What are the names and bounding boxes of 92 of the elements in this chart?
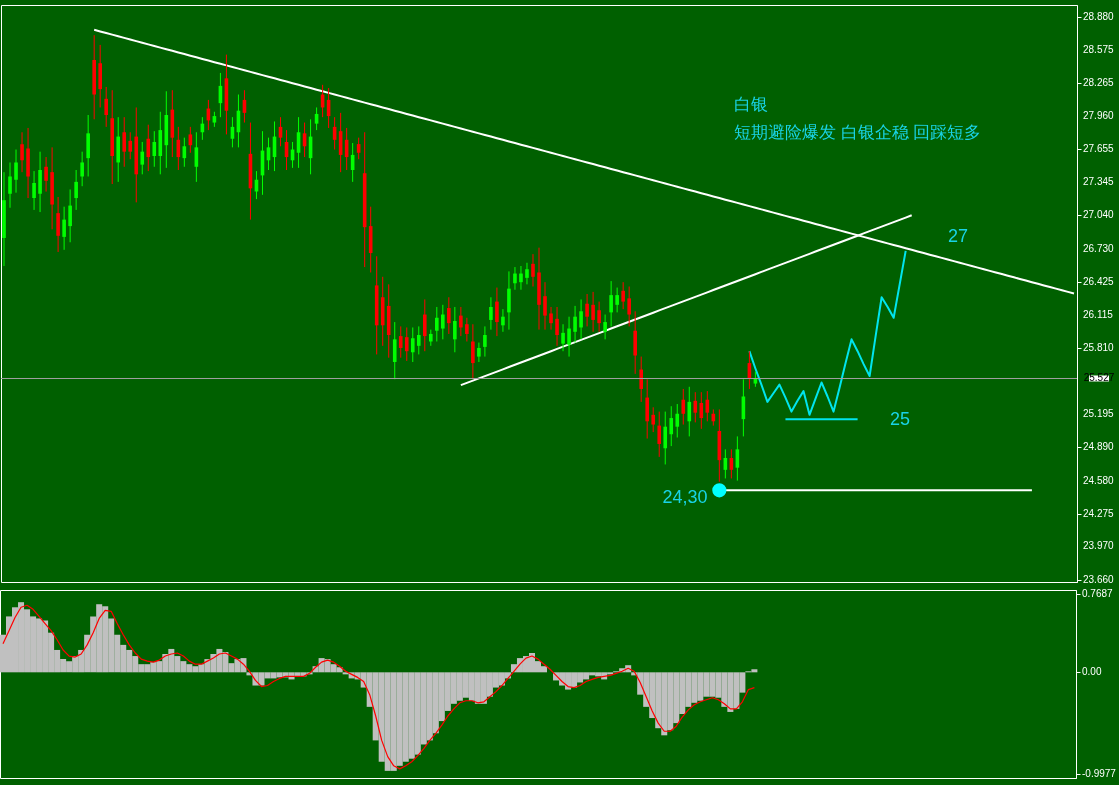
candlestick <box>561 323 565 352</box>
candlestick <box>549 306 553 331</box>
candlestick <box>657 411 662 458</box>
y-tick-label: 27.040 <box>1083 209 1115 221</box>
candlestick <box>447 296 451 335</box>
text: 短期避险爆发 白银企稳 回踩短多 <box>734 123 982 142</box>
candlestick <box>603 314 607 340</box>
candlestick <box>465 317 469 342</box>
candlestick <box>44 156 48 193</box>
text: 白银 <box>734 95 768 114</box>
candlestick <box>651 406 656 433</box>
candlestick <box>645 378 649 440</box>
candlestick <box>32 170 36 211</box>
candlestick <box>104 86 108 128</box>
candlestick <box>615 287 619 313</box>
annotation: 27 <box>947 226 969 246</box>
y-tick-label: 27.960 <box>1083 110 1115 122</box>
candlestick <box>441 304 445 340</box>
candlestick <box>699 391 704 430</box>
candlestick <box>62 206 66 251</box>
annotation: 25 <box>889 409 911 429</box>
y-tick-label: 23.660 <box>1083 573 1115 585</box>
y-tick-label: 26.730 <box>1083 242 1115 254</box>
candlestick <box>609 280 613 327</box>
candlestick <box>495 287 499 337</box>
y-tick-label: -0.9977 <box>1082 767 1117 779</box>
candlestick <box>675 403 680 438</box>
candlestick <box>693 391 698 423</box>
y-tick-label: 28.265 <box>1083 77 1115 89</box>
y-tick-label: 24.890 <box>1083 441 1115 453</box>
line-series <box>2 604 755 770</box>
y-tick-label: 28.575 <box>1083 43 1115 55</box>
candlestick <box>410 326 415 363</box>
candlestick <box>435 306 439 342</box>
candlestick <box>74 169 78 211</box>
candlestick <box>531 253 535 287</box>
candlestick <box>555 306 559 347</box>
candlestick <box>579 298 583 340</box>
candlestick <box>38 151 42 213</box>
y-tick-label: 26.115 <box>1083 309 1114 321</box>
y-tick-label: 27.345 <box>1083 176 1115 188</box>
candlestick <box>621 281 625 310</box>
candlestick <box>639 356 643 403</box>
candlestick <box>669 405 674 447</box>
candlestick <box>573 305 577 344</box>
candlestick <box>627 285 631 327</box>
y-tick-label: 24.580 <box>1083 474 1115 486</box>
y-tick-label: 28.880 <box>1083 10 1115 22</box>
candlestick <box>519 265 523 291</box>
candlestick <box>398 325 403 359</box>
candlestick <box>8 161 12 209</box>
candlestick <box>543 281 547 331</box>
candlestick <box>687 386 692 437</box>
candlestick <box>422 298 427 352</box>
candlestick <box>14 149 18 194</box>
candlestick <box>525 262 529 285</box>
candlestick <box>128 131 133 160</box>
candlestick <box>140 141 145 175</box>
candlestick <box>471 323 475 380</box>
candlestick <box>483 325 487 358</box>
candlestick <box>453 306 457 353</box>
annotation: 24,30 <box>662 487 708 507</box>
candlestick <box>56 196 60 253</box>
candlestick <box>404 326 409 362</box>
y-tick-label: 25.810 <box>1083 341 1115 353</box>
candlestick <box>80 151 84 187</box>
y-tick-label: 26.425 <box>1083 275 1115 287</box>
candlestick <box>146 124 151 172</box>
y-tick-label: 23.970 <box>1083 540 1115 552</box>
y-tick-label: 0.00 <box>1082 666 1102 678</box>
candlestick <box>585 293 589 327</box>
candlestick <box>459 306 463 337</box>
candlestick <box>68 188 72 243</box>
candlestick <box>122 116 127 168</box>
candlestick <box>392 321 397 380</box>
candlestick <box>501 308 505 333</box>
candlestick <box>152 130 157 168</box>
y-tick-label: 25.195 <box>1083 408 1115 420</box>
y-tick-label: 27.655 <box>1083 142 1115 154</box>
candlestick <box>597 301 601 333</box>
candlestick <box>477 342 481 363</box>
candlestick <box>591 291 595 333</box>
candlestick <box>489 296 493 331</box>
candlestick <box>663 411 668 465</box>
candlestick <box>416 325 421 355</box>
candlestick <box>567 316 571 358</box>
y-tick-label: 24.275 <box>1083 507 1115 519</box>
candlestick <box>681 388 686 426</box>
y-tick-label: 0.7687 <box>1082 588 1114 600</box>
candlestick <box>20 131 24 173</box>
candlestick <box>507 270 511 331</box>
candlestick <box>513 266 517 291</box>
